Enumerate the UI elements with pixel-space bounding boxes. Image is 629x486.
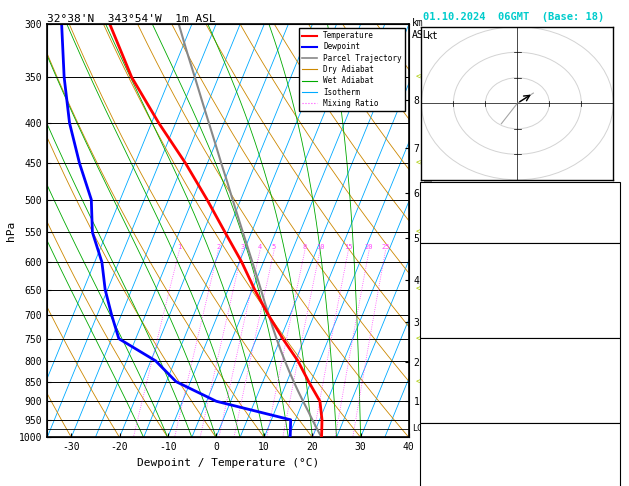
- Text: θₑ(K): θₑ(K): [426, 287, 456, 297]
- Text: 01.10.2024  06GMT  (Base: 18): 01.10.2024 06GMT (Base: 18): [423, 12, 604, 22]
- Text: Totals Totals: Totals Totals: [426, 213, 503, 223]
- Text: EH: EH: [426, 438, 438, 449]
- Text: 5: 5: [272, 244, 276, 250]
- Text: <<: <<: [416, 334, 426, 343]
- Text: -20: -20: [597, 194, 615, 205]
- Text: kt: kt: [427, 31, 439, 41]
- Text: km
ASL: km ASL: [412, 18, 430, 40]
- Text: CIN (J): CIN (J): [426, 413, 467, 423]
- Text: 3: 3: [240, 244, 245, 250]
- Text: 324: 324: [597, 369, 615, 380]
- Text: Pressure (mb): Pressure (mb): [426, 355, 503, 365]
- Text: 2: 2: [216, 244, 220, 250]
- Y-axis label: Mixing Ratio (g/kg): Mixing Ratio (g/kg): [421, 175, 431, 287]
- Text: CAPE (J): CAPE (J): [426, 314, 474, 325]
- Text: 15: 15: [344, 244, 352, 250]
- Text: 6: 6: [609, 301, 615, 311]
- Text: 6: 6: [609, 384, 615, 394]
- Text: 16: 16: [603, 213, 615, 223]
- X-axis label: Dewpoint / Temperature (°C): Dewpoint / Temperature (°C): [137, 458, 319, 468]
- Text: K: K: [426, 194, 432, 205]
- Text: PW (cm): PW (cm): [426, 231, 467, 242]
- Text: © weatheronline.co.uk: © weatheronline.co.uk: [459, 471, 572, 480]
- Text: <<: <<: [416, 377, 426, 386]
- Text: 0: 0: [609, 328, 615, 338]
- Text: Temp (°C): Temp (°C): [426, 260, 479, 270]
- Text: 305°: 305°: [591, 468, 615, 478]
- Text: 0: 0: [609, 399, 615, 409]
- Text: 20: 20: [365, 244, 373, 250]
- Text: <<: <<: [416, 228, 426, 237]
- Text: 324: 324: [597, 287, 615, 297]
- Text: 32°38'N  343°54'W  1m ASL: 32°38'N 343°54'W 1m ASL: [47, 14, 216, 23]
- Text: SREH: SREH: [426, 453, 450, 463]
- Text: StmSpd (kt): StmSpd (kt): [426, 482, 491, 486]
- Text: StmDir: StmDir: [426, 468, 462, 478]
- Legend: Temperature, Dewpoint, Parcel Trajectory, Dry Adiabat, Wet Adiabat, Isotherm, Mi: Temperature, Dewpoint, Parcel Trajectory…: [299, 28, 405, 111]
- Text: Lifted Index: Lifted Index: [426, 384, 497, 394]
- Text: Dewp (°C): Dewp (°C): [426, 274, 479, 284]
- Text: 1: 1: [609, 482, 615, 486]
- Text: <<: <<: [416, 159, 426, 168]
- Text: Lifted Index: Lifted Index: [426, 301, 497, 311]
- Y-axis label: hPa: hPa: [6, 221, 16, 241]
- Text: 1020: 1020: [591, 355, 615, 365]
- Text: 0: 0: [609, 314, 615, 325]
- Text: 8: 8: [303, 244, 307, 250]
- Text: 1.51: 1.51: [591, 231, 615, 242]
- Text: 25: 25: [381, 244, 390, 250]
- Text: 1: 1: [177, 244, 181, 250]
- Text: Hodograph: Hodograph: [493, 429, 547, 439]
- Text: 4: 4: [258, 244, 262, 250]
- Text: CAPE (J): CAPE (J): [426, 399, 474, 409]
- Text: <<: <<: [416, 285, 426, 294]
- Text: 0: 0: [609, 413, 615, 423]
- Text: 21.9: 21.9: [591, 260, 615, 270]
- Text: <<: <<: [416, 73, 426, 82]
- Text: -2: -2: [603, 438, 615, 449]
- Text: -1: -1: [603, 453, 615, 463]
- Text: 15.4: 15.4: [591, 274, 615, 284]
- Text: Surface: Surface: [499, 249, 540, 259]
- Text: Most Unstable: Most Unstable: [482, 344, 558, 354]
- Text: θₑ (K): θₑ (K): [426, 369, 462, 380]
- Text: LCL: LCL: [413, 424, 428, 433]
- Text: CIN (J): CIN (J): [426, 328, 467, 338]
- Text: 10: 10: [316, 244, 324, 250]
